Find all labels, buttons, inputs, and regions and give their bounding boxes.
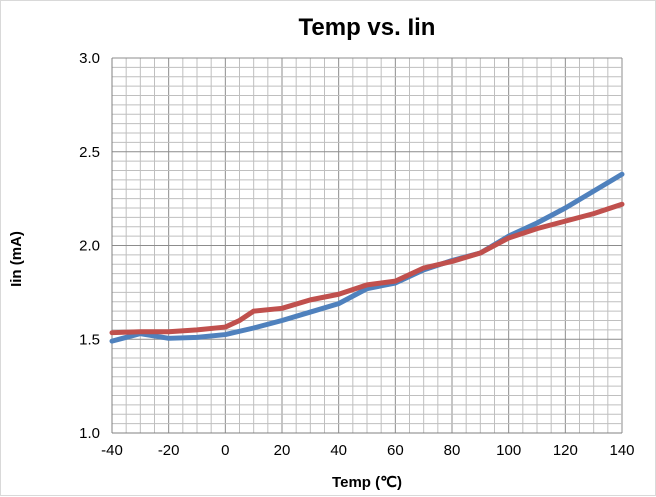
x-tick-label: 40 [330,442,347,459]
x-tick-label: 60 [387,442,404,459]
series-line-2 [109,201,625,336]
y-tick-label: 2.0 [79,238,100,255]
y-tick-label: 1.0 [79,425,100,442]
labels: Temp vs. Iin Temp (℃) Iin (mA) -40 -20 0 20… [8,14,635,491]
series-layer [109,171,625,344]
x-tick-label: -20 [158,442,180,459]
y-tick-label: 2.5 [79,144,100,161]
axes [111,58,622,434]
x-tick-label: 100 [496,442,521,459]
x-tick-label: 120 [553,442,578,459]
x-tick-label: 140 [609,442,634,459]
y-tick-label: 3.0 [79,50,100,67]
y-axis-title: Iin (mA) [8,231,25,287]
x-tick-label: 0 [221,442,229,459]
x-tick-label: 80 [444,442,461,459]
y-tick-label: 1.5 [79,331,100,348]
chart-title: Temp vs. Iin [299,14,436,41]
series-line-1 [109,171,625,344]
x-tick-label: 20 [274,442,291,459]
x-axis-title: Temp (℃) [332,474,402,491]
grid [111,57,623,434]
x-tick-label: -40 [101,442,123,459]
